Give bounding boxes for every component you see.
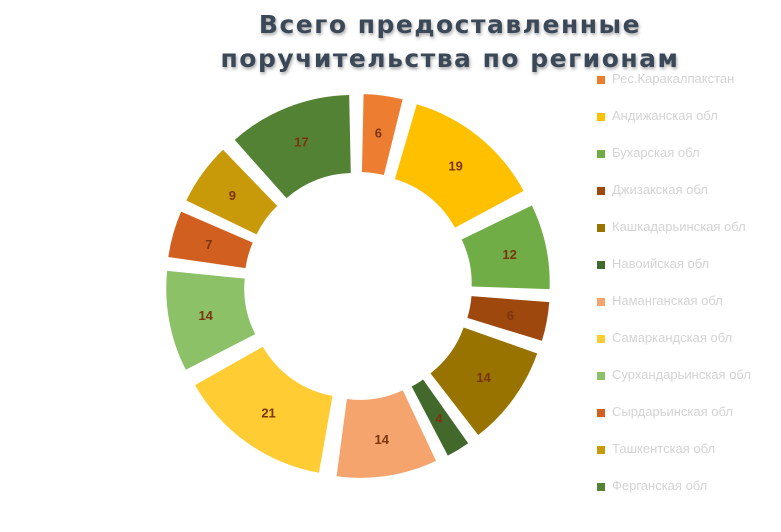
data-label-7: 14 [375, 432, 390, 447]
data-label-6: 4 [435, 411, 443, 426]
legend-label: Сырдарьинская обл [612, 404, 733, 419]
data-label-8: 21 [261, 406, 275, 421]
legend-label: Навоийская обл [612, 256, 710, 271]
data-label-1: 6 [375, 125, 382, 140]
slice-8 [195, 346, 333, 473]
legend-swatch [597, 261, 605, 269]
legend-label: Рес.Каракалпакстан [612, 71, 735, 86]
legend-label: Андижанская обл [612, 108, 718, 123]
legend-label: Сурхандарьинская обл [612, 367, 751, 382]
legend-swatch [597, 76, 605, 84]
chart-title: Всего предоставленные поручительства по … [220, 10, 680, 73]
slice-5 [430, 327, 538, 436]
legend-label: Самаркандская обл [612, 330, 733, 345]
legend-swatch [597, 409, 605, 417]
legend-swatch [597, 483, 605, 491]
donut-slices [166, 94, 550, 478]
data-label-9: 14 [198, 308, 213, 323]
slice-4 [467, 296, 550, 341]
slice-11 [186, 149, 278, 235]
data-label-2: 19 [448, 159, 462, 174]
legend-swatch [597, 187, 605, 195]
slice-10 [168, 211, 253, 269]
legend-label: Кашкадарьинская обл [612, 219, 746, 234]
slice-3 [461, 205, 550, 290]
legend-swatch [597, 298, 605, 306]
slice-7 [336, 390, 437, 478]
data-label-4: 6 [507, 308, 514, 323]
legend-swatch [597, 224, 605, 232]
legend-label: Ташкентская обл [612, 441, 716, 456]
data-label-10: 7 [205, 237, 212, 252]
data-label-11: 9 [229, 188, 236, 203]
data-labels: 6 19 12 6 14 4 14 21 14 7 9 17 [198, 125, 516, 447]
legend-label: Ферганская обл [612, 478, 708, 493]
data-label-3: 12 [502, 247, 516, 262]
slice-1 [361, 94, 403, 176]
legend-label: Бухарская обл [612, 145, 700, 160]
slice-9 [166, 270, 256, 370]
slice-12 [234, 95, 351, 199]
data-label-5: 14 [476, 370, 491, 385]
data-label-12: 17 [294, 135, 308, 150]
legend-swatch [597, 113, 605, 121]
legend-swatch [597, 446, 605, 454]
legend-swatch [597, 372, 605, 380]
legend-swatch [597, 335, 605, 343]
slice-6 [411, 379, 469, 456]
legend-label: Джизакская обл [612, 182, 708, 197]
slice-2 [394, 104, 524, 228]
legend-label: Наманганская обл [612, 293, 723, 308]
legend-swatch [597, 150, 605, 158]
